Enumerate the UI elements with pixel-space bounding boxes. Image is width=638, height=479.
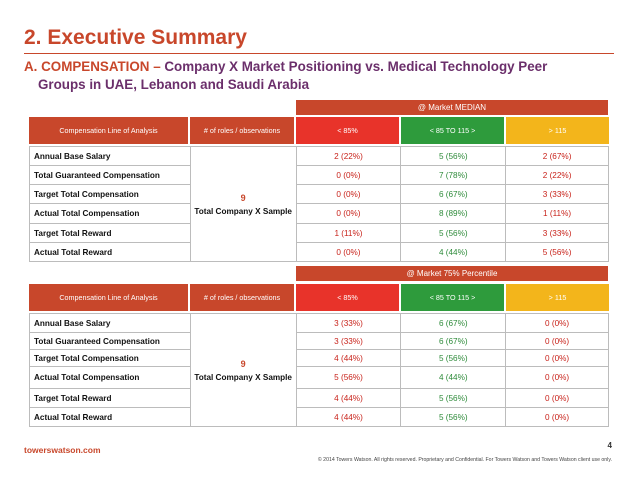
cell-low: 0 (0%)	[295, 242, 402, 262]
row-label: Target Total Compensation	[29, 349, 191, 367]
cell-high: 0 (0%)	[505, 332, 609, 350]
table1-header-roles: # of roles / observations	[190, 117, 294, 144]
table1-band: @ Market MEDIAN	[296, 100, 608, 115]
cell-mid: 8 (89%)	[400, 203, 507, 224]
table-row: Actual Total Reward 4 (44%) 5 (56%) 0 (0…	[29, 407, 609, 427]
subtitle-line-2: Groups in UAE, Lebanon and Saudi Arabia	[38, 77, 310, 92]
sample-count: 9	[240, 192, 246, 203]
subtitle-prefix: A. COMPENSATION –	[24, 59, 161, 74]
cell-mid: 5 (56%)	[400, 223, 507, 243]
cell-low: 1 (11%)	[295, 223, 402, 243]
table2-header-roles: # of roles / observations	[190, 284, 294, 311]
footer-brand-link[interactable]: towerswatson.com	[24, 445, 101, 455]
table-row: Actual Total Compensation 5 (56%) 4 (44%…	[29, 366, 609, 389]
cell-low: 4 (44%)	[295, 349, 402, 367]
cell-mid: 4 (44%)	[400, 366, 507, 389]
sample-label: Total Company X Sample	[194, 372, 292, 382]
subtitle-text: Company X Market Positioning vs. Medical…	[160, 59, 548, 74]
cell-high: 3 (33%)	[505, 223, 609, 243]
cell-low: 4 (44%)	[295, 388, 402, 408]
cell-high: 0 (0%)	[505, 313, 609, 333]
row-label: Actual Total Compensation	[29, 366, 191, 389]
cell-mid: 5 (56%)	[400, 349, 507, 367]
title-divider	[24, 53, 614, 54]
page-subtitle: A. COMPENSATION – Company X Market Posit…	[24, 58, 619, 94]
table1-header: Compensation Line of Analysis # of roles…	[29, 117, 609, 144]
row-label: Annual Base Salary	[29, 146, 191, 166]
cell-high: 0 (0%)	[505, 407, 609, 427]
table1-header-mid: < 85 TO 115 >	[401, 117, 504, 144]
table-row: Target Total Reward 4 (44%) 5 (56%) 0 (0…	[29, 388, 609, 408]
sample-cell: 9 Total Company X Sample	[189, 313, 297, 427]
table-row: Total Guaranteed Compensation 3 (33%) 6 …	[29, 332, 609, 350]
row-label: Actual Total Reward	[29, 407, 191, 427]
sample-count: 9	[240, 358, 246, 369]
cell-high: 5 (56%)	[505, 242, 609, 262]
row-label: Target Total Reward	[29, 388, 191, 408]
cell-mid: 6 (67%)	[400, 184, 507, 204]
cell-mid: 6 (67%)	[400, 313, 507, 333]
page-number: 4	[607, 441, 612, 450]
row-label: Total Guaranteed Compensation	[29, 165, 191, 185]
row-label: Target Total Compensation	[29, 184, 191, 204]
cell-high: 1 (11%)	[505, 203, 609, 224]
table-row: Target Total Compensation 4 (44%) 5 (56%…	[29, 349, 609, 367]
cell-low: 0 (0%)	[295, 165, 402, 185]
page-title: 2. Executive Summary	[24, 26, 247, 49]
cell-mid: 5 (56%)	[400, 407, 507, 427]
cell-mid: 7 (78%)	[400, 165, 507, 185]
row-label: Annual Base Salary	[29, 313, 191, 333]
row-label: Target Total Reward	[29, 223, 191, 243]
table2-header-low: < 85%	[296, 284, 399, 311]
cell-low: 4 (44%)	[295, 407, 402, 427]
table-row: Actual Total Reward 0 (0%) 4 (44%) 5 (56…	[29, 242, 609, 262]
table2-header: Compensation Line of Analysis # of roles…	[29, 284, 609, 311]
cell-high: 3 (33%)	[505, 184, 609, 204]
row-label: Actual Total Compensation	[29, 203, 191, 224]
table2-header-high: > 115	[506, 284, 609, 311]
cell-mid: 4 (44%)	[400, 242, 507, 262]
table2-header-analysis: Compensation Line of Analysis	[29, 284, 188, 311]
sample-cell: 9 Total Company X Sample	[189, 146, 297, 262]
cell-high: 2 (22%)	[505, 165, 609, 185]
cell-low: 3 (33%)	[295, 332, 402, 350]
copyright-notice: © 2014 Towers Watson. All rights reserve…	[317, 457, 612, 463]
table2: Annual Base Salary 9 Total Company X Sam…	[29, 313, 609, 427]
table-row: Annual Base Salary 9 Total Company X Sam…	[29, 146, 609, 262]
cell-mid: 5 (56%)	[400, 146, 507, 166]
table1-header-low: < 85%	[296, 117, 399, 144]
cell-high: 0 (0%)	[505, 349, 609, 367]
table-row: Annual Base Salary 9 Total Company X Sam…	[29, 313, 609, 427]
table1-header-analysis: Compensation Line of Analysis	[29, 117, 188, 144]
table1: Annual Base Salary 9 Total Company X Sam…	[29, 146, 609, 262]
table1-header-high: > 115	[506, 117, 609, 144]
cell-high: 2 (67%)	[505, 146, 609, 166]
cell-low: 5 (56%)	[295, 366, 402, 389]
cell-high: 0 (0%)	[505, 388, 609, 408]
cell-low: 0 (0%)	[295, 203, 402, 224]
cell-low: 0 (0%)	[295, 184, 402, 204]
cell-low: 2 (22%)	[295, 146, 402, 166]
table-row: Target Total Reward 1 (11%) 5 (56%) 3 (3…	[29, 223, 609, 243]
sample-label: Total Company X Sample	[194, 206, 292, 216]
cell-low: 3 (33%)	[295, 313, 402, 333]
table-row: Total Guaranteed Compensation 0 (0%) 7 (…	[29, 165, 609, 185]
cell-mid: 5 (56%)	[400, 388, 507, 408]
table-row: Actual Total Compensation 0 (0%) 8 (89%)…	[29, 203, 609, 224]
table2-header-mid: < 85 TO 115 >	[401, 284, 504, 311]
row-label: Actual Total Reward	[29, 242, 191, 262]
cell-high: 0 (0%)	[505, 366, 609, 389]
table-row: Target Total Compensation 0 (0%) 6 (67%)…	[29, 184, 609, 204]
table2-band: @ Market 75% Percentile	[296, 266, 608, 281]
row-label: Total Guaranteed Compensation	[29, 332, 191, 350]
cell-mid: 6 (67%)	[400, 332, 507, 350]
